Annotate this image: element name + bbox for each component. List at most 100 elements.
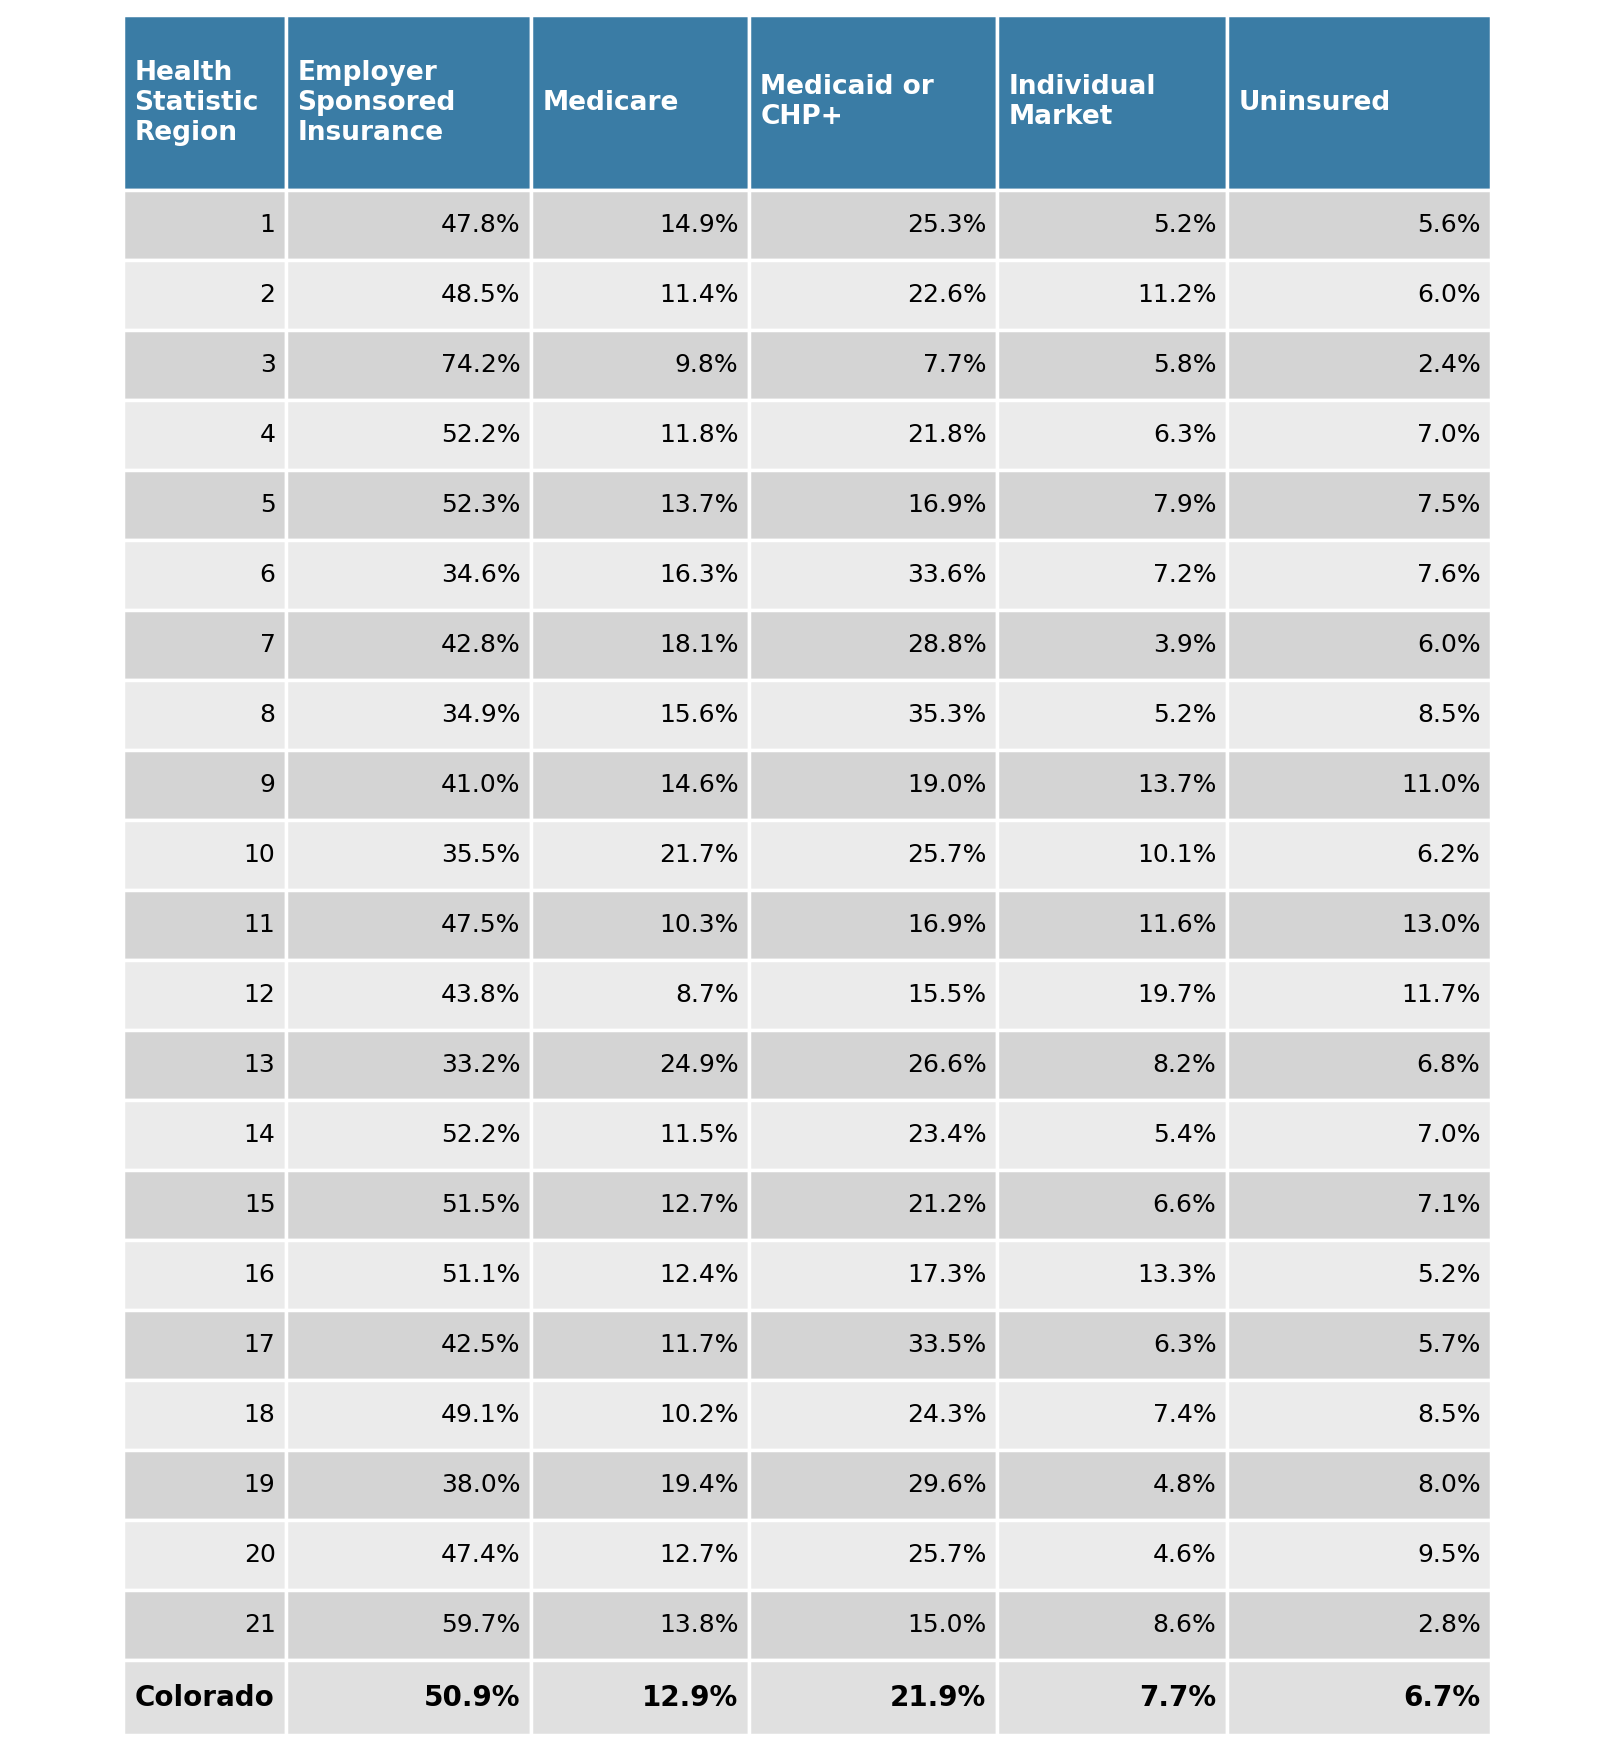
Bar	[531, 191, 748, 261]
Bar	[531, 1171, 748, 1241]
Text: 7.4%: 7.4%	[1153, 1404, 1216, 1426]
Text: 17: 17	[244, 1334, 276, 1356]
Bar	[997, 961, 1226, 1031]
Text: 5.2%: 5.2%	[1153, 704, 1216, 726]
Text: 9.8%: 9.8%	[674, 354, 739, 376]
Bar	[748, 611, 997, 681]
Bar	[531, 331, 748, 401]
Text: 21.9%: 21.9%	[890, 1684, 987, 1712]
Bar	[1226, 541, 1490, 611]
Text: 25.7%: 25.7%	[907, 1544, 987, 1566]
Text: 6.7%: 6.7%	[1403, 1684, 1481, 1712]
Text: 16.3%: 16.3%	[660, 564, 739, 586]
Bar	[997, 16, 1226, 191]
Bar	[531, 1591, 748, 1661]
Bar	[123, 1451, 286, 1521]
Bar	[748, 1381, 997, 1451]
Bar	[748, 16, 997, 191]
Bar	[997, 1591, 1226, 1661]
Text: 11.7%: 11.7%	[660, 1334, 739, 1356]
Text: 3.9%: 3.9%	[1153, 634, 1216, 656]
Bar	[531, 961, 748, 1031]
Bar	[997, 1241, 1226, 1311]
Bar	[997, 191, 1226, 261]
Text: 5.4%: 5.4%	[1153, 1124, 1216, 1146]
Text: 13.3%: 13.3%	[1137, 1264, 1216, 1286]
Bar	[1226, 1241, 1490, 1311]
Text: 22.6%: 22.6%	[907, 284, 987, 306]
Bar	[123, 961, 286, 1031]
Text: 47.8%: 47.8%	[440, 214, 521, 236]
Bar	[531, 471, 748, 541]
Text: 14.9%: 14.9%	[660, 214, 739, 236]
Text: 18: 18	[244, 1404, 276, 1426]
Text: 51.1%: 51.1%	[442, 1264, 521, 1286]
Bar	[123, 1101, 286, 1171]
Bar	[286, 891, 531, 961]
Text: 19: 19	[244, 1474, 276, 1496]
Bar	[1226, 1311, 1490, 1381]
Text: 12.9%: 12.9%	[642, 1684, 739, 1712]
Text: 13.7%: 13.7%	[660, 493, 739, 516]
Text: 24.3%: 24.3%	[907, 1404, 987, 1426]
Bar	[748, 891, 997, 961]
Text: Employer
Sponsored
Insurance: Employer Sponsored Insurance	[297, 60, 456, 145]
Text: 52.2%: 52.2%	[440, 1124, 521, 1146]
Bar	[1226, 1591, 1490, 1661]
Text: 3: 3	[260, 354, 276, 376]
Bar	[997, 471, 1226, 541]
Bar	[123, 1381, 286, 1451]
Bar	[531, 891, 748, 961]
Bar	[748, 191, 997, 261]
Bar	[286, 16, 531, 191]
Bar	[286, 1101, 531, 1171]
Text: 74.2%: 74.2%	[440, 354, 521, 376]
Bar	[1226, 891, 1490, 961]
Text: 2.8%: 2.8%	[1416, 1614, 1481, 1636]
Text: 23.4%: 23.4%	[907, 1124, 987, 1146]
Text: 52.2%: 52.2%	[440, 424, 521, 446]
Text: 11.7%: 11.7%	[1402, 984, 1481, 1006]
Text: 8: 8	[260, 704, 276, 726]
Bar	[531, 261, 748, 331]
Text: 16.9%: 16.9%	[907, 493, 987, 516]
Text: 19.0%: 19.0%	[907, 774, 987, 796]
Text: 7.0%: 7.0%	[1416, 424, 1481, 446]
Text: 5: 5	[260, 493, 276, 516]
Text: 47.4%: 47.4%	[440, 1544, 521, 1566]
Text: 25.3%: 25.3%	[907, 214, 987, 236]
Bar	[531, 16, 748, 191]
Bar	[286, 821, 531, 891]
Text: 6.2%: 6.2%	[1416, 844, 1481, 866]
Bar	[286, 471, 531, 541]
Bar	[286, 331, 531, 401]
Bar	[997, 1661, 1226, 1734]
Text: Colorado: Colorado	[134, 1684, 274, 1712]
Text: 7.5%: 7.5%	[1418, 493, 1481, 516]
Bar	[123, 261, 286, 331]
Bar	[748, 1241, 997, 1311]
Bar	[286, 261, 531, 331]
Bar	[1226, 401, 1490, 471]
Bar	[286, 1241, 531, 1311]
Bar	[997, 1311, 1226, 1381]
Text: 8.0%: 8.0%	[1416, 1474, 1481, 1496]
Bar	[1226, 1101, 1490, 1171]
Text: 11.5%: 11.5%	[660, 1124, 739, 1146]
Text: 34.6%: 34.6%	[440, 564, 521, 586]
Text: 8.6%: 8.6%	[1153, 1614, 1216, 1636]
Bar	[1226, 331, 1490, 401]
Text: 28.8%: 28.8%	[907, 634, 987, 656]
Bar	[997, 1381, 1226, 1451]
Text: 25.7%: 25.7%	[907, 844, 987, 866]
Text: 11.4%: 11.4%	[660, 284, 739, 306]
Bar	[997, 751, 1226, 821]
Bar	[123, 1241, 286, 1311]
Bar	[286, 1451, 531, 1521]
Bar	[123, 1031, 286, 1101]
Bar	[748, 751, 997, 821]
Bar	[997, 331, 1226, 401]
Text: 4: 4	[260, 424, 276, 446]
Text: Medicare: Medicare	[542, 89, 679, 116]
Bar	[286, 681, 531, 751]
